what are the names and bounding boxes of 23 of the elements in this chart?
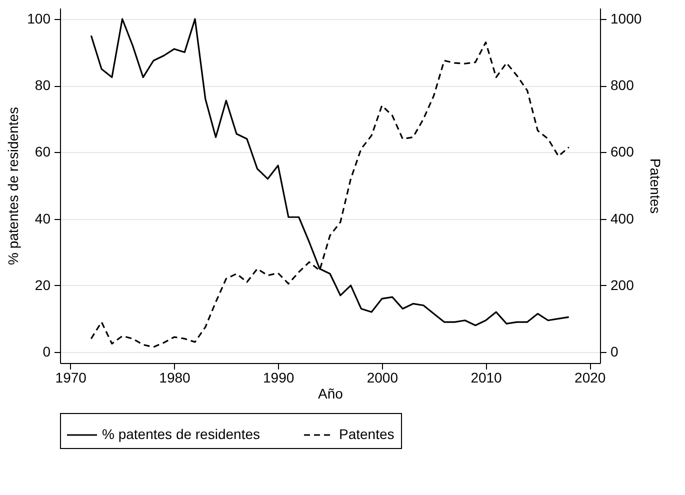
y2-tick-label: 1000: [610, 10, 642, 26]
y2-axis-title: Patentes: [648, 158, 664, 214]
y2-tick-label: 800: [610, 77, 634, 94]
x-tick-label: 1970: [55, 370, 87, 386]
y2-tick-label: 0: [610, 344, 618, 360]
x-tick-label: 2010: [470, 370, 502, 386]
y-tick-label: 80: [34, 77, 51, 94]
legend-label: % patentes de residentes: [102, 426, 260, 442]
y-tick-label: 100: [27, 10, 51, 26]
x-tick-label: 2020: [574, 370, 606, 386]
y2-tick-label: 400: [610, 210, 634, 226]
x-tick-label: 1980: [159, 370, 191, 386]
y-tick-label: 40: [34, 210, 51, 226]
y-tick-label: 60: [34, 144, 51, 160]
x-tick-label: 2000: [366, 370, 398, 386]
x-tick-label: 1990: [263, 370, 294, 386]
y-tick-label: 20: [34, 276, 51, 293]
y-axis-title: % patentes de residentes: [5, 107, 22, 265]
y2-tick-label: 600: [610, 144, 634, 160]
y2-tick-label: 200: [610, 276, 634, 293]
x-axis-title: Año: [318, 386, 344, 402]
legend-label: Patentes: [339, 426, 394, 442]
y-tick-label: 0: [42, 344, 51, 360]
